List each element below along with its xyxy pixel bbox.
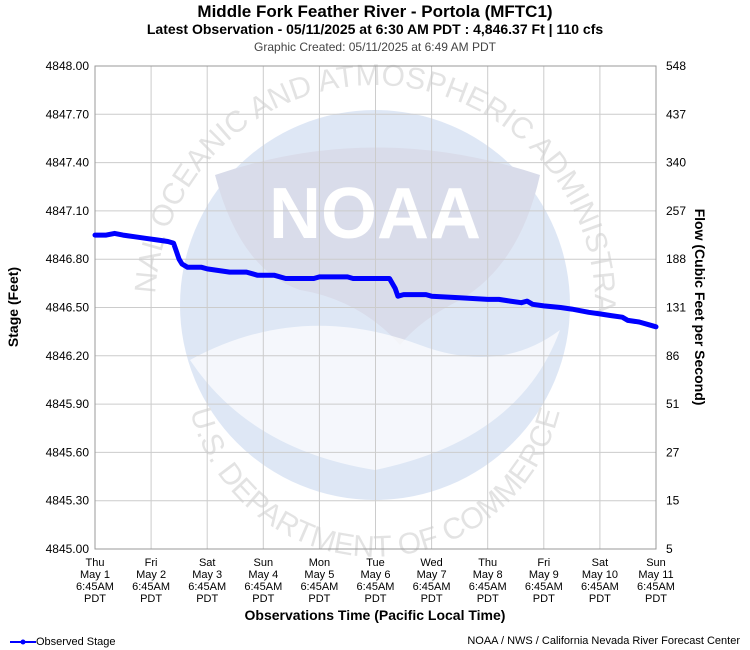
y2-tick-label: 548 (666, 59, 686, 73)
chart-title: Middle Fork Feather River - Portola (MFT… (197, 2, 553, 21)
y2-tick-label: 5 (666, 542, 673, 556)
x-tick-label: Thu May 1 6:45AM PDT (76, 557, 114, 605)
x-tick-label: Mon May 5 6:45AM PDT (300, 557, 338, 605)
y2-tick-label: 257 (666, 204, 686, 218)
y-tick-label: 4845.90 (46, 397, 90, 411)
y-axis-left: 4848.00 4847.70 4847.40 4847.10 4846.80 4846.… (46, 59, 90, 556)
y2-tick-label: 437 (666, 107, 686, 121)
series-group (92, 230, 659, 330)
y-tick-label: 4845.60 (46, 445, 90, 459)
y-tick-label: 4847.70 (46, 107, 90, 121)
x-tick-label: Sun May 11 6:45AM PDT (637, 557, 675, 605)
plot-frame (94, 65, 657, 550)
y2-tick-label: 27 (666, 445, 680, 459)
x-tick-label: Sat May 10 6:45AM PDT (581, 557, 619, 605)
y2-tick-label: 51 (666, 397, 680, 411)
x-tick-label: Sat May 3 6:45AM PDT (188, 557, 226, 605)
y-axis-right: 548 437 340 257 188 131 86 51 27 15 5 (666, 59, 686, 556)
y2-tick-label: 340 (666, 156, 686, 170)
y-tick-label: 4846.80 (46, 252, 90, 266)
footer-credit: NOAA / NWS / California Nevada River For… (467, 635, 740, 647)
series-line-observed-stage (92, 230, 659, 330)
legend-line-icon (10, 639, 36, 645)
noaa-watermark: NOAA NATIONAL OCEANIC AND ATMOSPHERIC AD… (0, 0, 621, 564)
y-tick-label: 4846.50 (46, 301, 90, 315)
y2-axis-label: Flow (Cubic Feet per Second) (692, 209, 708, 406)
x-tick-label: Sun May 4 6:45AM PDT (244, 557, 282, 605)
y-tick-label: 4847.40 (46, 156, 90, 170)
y2-tick-label: 188 (666, 252, 686, 266)
x-tick-label: Fri May 9 6:45AM PDT (525, 557, 563, 605)
x-axis-label: Observations Time (Pacific Local Time) (245, 607, 506, 623)
y-tick-label: 4845.30 (46, 494, 90, 508)
y-axis-label: Stage (Feet) (5, 267, 21, 347)
x-tick-label: Tue May 6 6:45AM PDT (357, 557, 395, 605)
x-tick-label: Wed May 7 6:45AM PDT (413, 557, 451, 605)
x-tick-label: Thu May 8 6:45AM PDT (469, 557, 507, 605)
y-tick-label: 4848.00 (46, 59, 90, 73)
y2-tick-label: 15 (666, 494, 680, 508)
x-tick-label: Fri May 2 6:45AM PDT (132, 557, 170, 605)
x-axis: Thu May 1 6:45AM PDT Fri May 2 6:45AM PDT Sat May… (76, 557, 675, 605)
y2-tick-label: 131 (666, 301, 686, 315)
y-tick-label: 4846.20 (46, 349, 90, 363)
graphic-created: Graphic Created: 05/11/2025 at 6:49 AM P… (254, 40, 496, 54)
y2-tick-label: 86 (666, 349, 680, 363)
y-tick-label: 4845.00 (46, 542, 90, 556)
legend: Observed Stage (10, 636, 116, 648)
legend-label: Observed Stage (36, 636, 116, 648)
y-tick-label: 4847.10 (46, 204, 90, 218)
latest-observation: Latest Observation - 05/11/2025 at 6:30 … (146, 21, 604, 37)
